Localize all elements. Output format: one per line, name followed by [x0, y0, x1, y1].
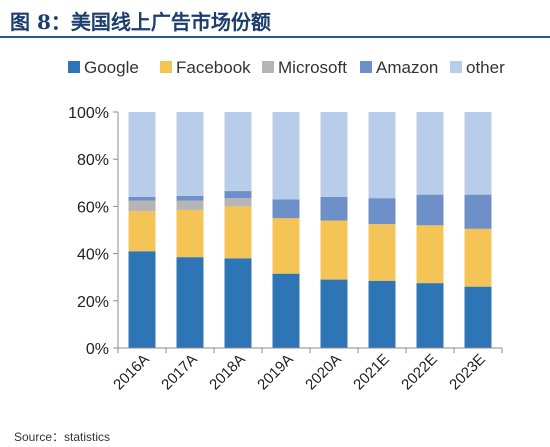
- y-tick-label: 0%: [86, 341, 109, 358]
- x-tick-label-2022e: 2022E: [398, 351, 441, 394]
- legend-swatch-facebook: [160, 61, 172, 73]
- bar-other-2021e: [368, 112, 396, 199]
- x-axis: 2016A 2017A 2018A 2019A 2020A 2021E 2022E 2023E: [110, 347, 503, 394]
- bar-facebook-2023e: [464, 228, 492, 287]
- legend-swatch-google: [68, 61, 80, 73]
- bar-amazon-2016a: [128, 196, 156, 201]
- stacked-bar-chart: Google Facebook Microsoft Amazon other 0% 20%…: [68, 58, 505, 394]
- legend-label-amazon: Amazon: [376, 58, 438, 77]
- chart-legend: Google Facebook Microsoft Amazon other: [68, 58, 505, 77]
- bar-other-2017a: [176, 112, 204, 196]
- bar-amazon-2019a: [272, 199, 300, 219]
- bar-facebook-2016a: [128, 211, 156, 252]
- bar-amazon-2022e: [416, 194, 444, 226]
- bar-google-2018a: [224, 258, 252, 348]
- source-note: Source：statistics: [14, 430, 111, 444]
- bar-microsoft-2018a: [224, 198, 252, 207]
- bar-facebook-2019a: [272, 218, 300, 274]
- bar-facebook-2020a: [320, 220, 348, 280]
- y-tick-label: 20%: [77, 294, 109, 311]
- bar-google-2016a: [128, 251, 156, 348]
- legend-label-microsoft: Microsoft: [278, 58, 347, 77]
- bar-amazon-2017a: [176, 195, 204, 201]
- legend-swatch-other: [450, 61, 462, 73]
- y-tick-label: 100%: [68, 105, 109, 122]
- x-tick-label-2018a: 2018A: [206, 351, 249, 394]
- bar-facebook-2017a: [176, 209, 204, 258]
- legend-swatch-amazon: [360, 61, 372, 73]
- y-tick-label: 60%: [77, 199, 109, 216]
- bar-microsoft-2016a: [128, 200, 156, 212]
- x-tick-label-2017a: 2017A: [158, 351, 201, 394]
- x-tick-label-2019a: 2019A: [254, 351, 297, 394]
- bar-google-2017a: [176, 257, 204, 348]
- figure-title: 图 8：美国线上广告市场份额: [10, 10, 271, 34]
- y-axis: 0% 20% 40% 60% 80% 100%: [68, 105, 119, 358]
- x-tick-label-2016a: 2016A: [110, 351, 153, 394]
- bar-other-2019a: [272, 112, 300, 200]
- legend-label-google: Google: [84, 58, 139, 77]
- legend-swatch-microsoft: [262, 61, 274, 73]
- bar-amazon-2021e: [368, 198, 396, 225]
- legend-label-other: other: [466, 58, 505, 77]
- bar-google-2023e: [464, 286, 492, 348]
- bar-other-2018a: [224, 112, 252, 192]
- x-tick-label-2020a: 2020A: [302, 351, 345, 394]
- bar-amazon-2020a: [320, 196, 348, 221]
- bar-amazon-2018a: [224, 191, 252, 199]
- bar-microsoft-2017a: [176, 200, 204, 210]
- legend-label-facebook: Facebook: [176, 58, 251, 77]
- bar-stacks: [128, 112, 492, 348]
- bar-google-2020a: [320, 279, 348, 348]
- bar-amazon-2023e: [464, 194, 492, 229]
- y-tick-label: 40%: [77, 247, 109, 264]
- bar-facebook-2021e: [368, 224, 396, 281]
- bar-facebook-2018a: [224, 206, 252, 259]
- x-tick-label-2023e: 2023E: [446, 351, 489, 394]
- bar-google-2021e: [368, 280, 396, 348]
- bar-other-2022e: [416, 112, 444, 195]
- bar-google-2022e: [416, 283, 444, 348]
- figure-header: 图 8：美国线上广告市场份额: [0, 0, 550, 38]
- bar-other-2020a: [320, 112, 348, 197]
- bar-other-2023e: [464, 112, 492, 195]
- y-tick-label: 80%: [77, 152, 109, 169]
- bar-facebook-2022e: [416, 225, 444, 284]
- bar-other-2016a: [128, 112, 156, 197]
- x-tick-label-2021e: 2021E: [350, 351, 393, 394]
- bar-google-2019a: [272, 273, 300, 348]
